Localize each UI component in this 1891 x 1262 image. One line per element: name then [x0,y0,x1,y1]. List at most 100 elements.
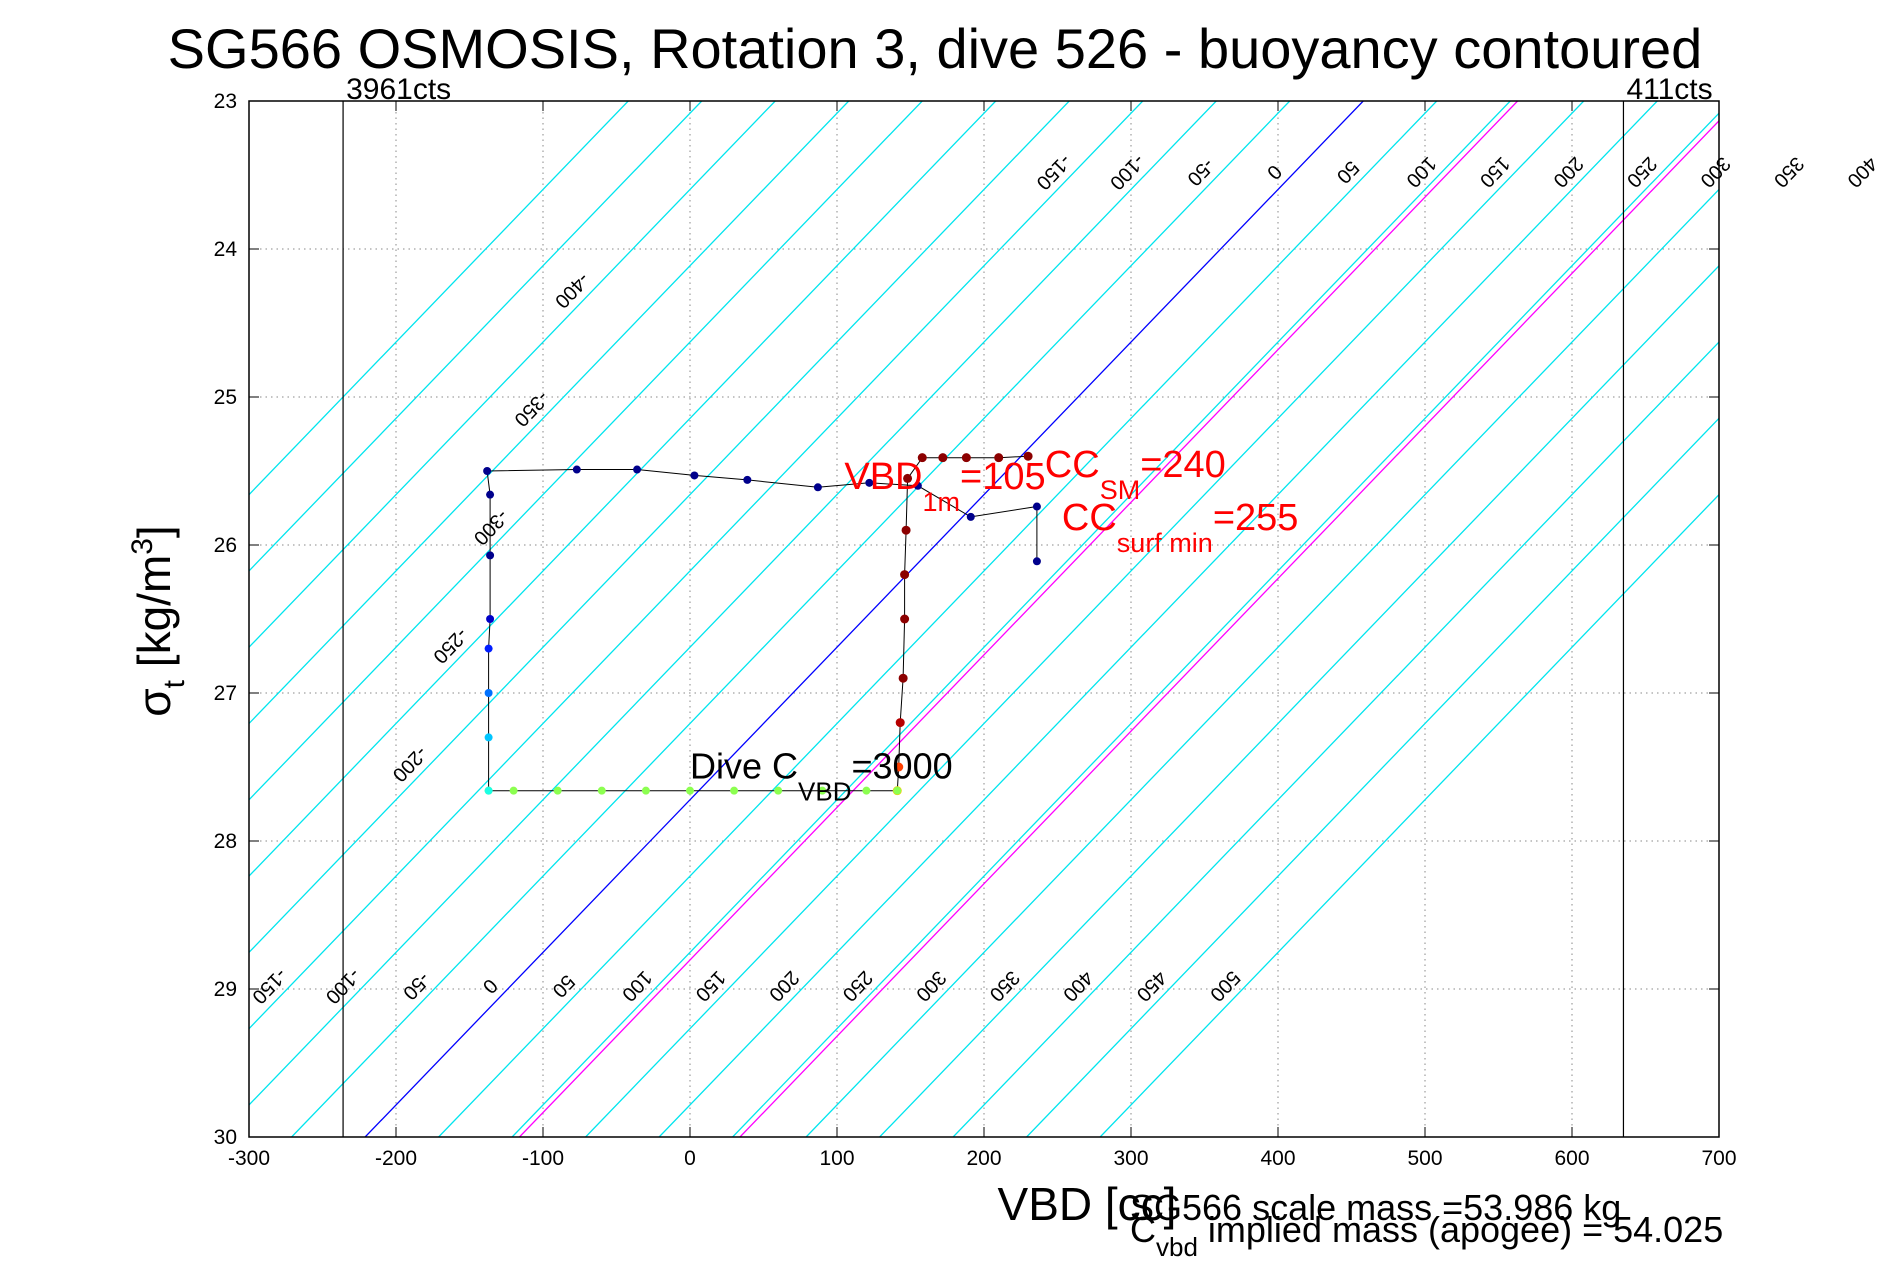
x-axis-ticks: -300 -200 -100 0 100 200 300 400 500 600 700 [228,101,1737,1170]
x-tick-label: 300 [1113,1147,1148,1170]
dive-point-ascent [966,512,975,521]
x-tick-label: 200 [966,1147,1001,1170]
y-tick-label: 25 [214,386,237,409]
contour-label: -300 [469,505,513,549]
contour-line [1026,417,1719,1137]
dive-point-bottom [597,786,606,795]
dive-point-descent [898,673,908,683]
cc-sm-annotation: CCSM=240 [1045,444,1226,505]
dive-point-descent [894,762,904,772]
x-tick-label: 100 [819,1147,854,1170]
dive-point-ascent [813,483,822,492]
x-tick-label: -300 [228,1147,270,1170]
contour-label: -150 [1032,150,1076,194]
dive-point-ascent [865,478,874,487]
dive-point-bottom [893,786,902,795]
dive-point-descent [917,453,927,463]
contour-label: 300 [1696,152,1735,191]
dive-point-bottom [553,786,562,795]
x-tick-label: 400 [1260,1147,1295,1170]
dive-point-bottom [818,786,827,795]
dive-point-ascent [483,467,492,475]
contour-label: 0 [1262,160,1286,183]
contour-line [1099,493,1719,1137]
contour-label: 150 [691,966,730,1005]
dive-point-ascent [1032,557,1041,566]
contour-line [518,101,1519,1137]
dive-point-ascent [486,490,495,499]
contour-label: 350 [1769,152,1808,191]
y-axis-label-sup: 3 [126,538,159,555]
contour-line [249,101,629,496]
dive-point-descent [900,570,910,580]
y-axis-label-sub: t [158,679,191,688]
dive-point-bottom [509,786,518,795]
dive-point-ascent [484,689,493,697]
y-tick-label: 23 [214,90,237,113]
contour-line [249,101,1217,1106]
contour-label: -50 [1183,154,1219,190]
contour-line [732,112,1719,1137]
dive-point-bottom [774,786,783,795]
chart-title: SG566 OSMOSIS, Rotation 3, dive 526 - bu… [168,17,1703,80]
contour-line [364,101,1364,1137]
y-axis-label-end: ] [128,525,180,538]
dive-point-descent [901,525,911,535]
y-tick-label: 24 [214,238,238,261]
x-axis-label: VBD [cc] [998,1178,1177,1230]
contour-line [438,101,1438,1137]
dive-point-ascent [743,475,752,484]
contour-label: -350 [510,387,554,431]
dive-point-descent [900,614,910,624]
contour-label: 100 [617,966,656,1005]
x-tick-label: 500 [1407,1147,1442,1170]
contour-line [658,101,1658,1137]
dive-point-ascent [633,465,642,474]
dive-point-ascent [486,615,495,623]
contour-labels: -150-100-5005010015020025030035040045050… [247,150,1881,1008]
contour-label: 500 [1205,966,1244,1005]
dive-point-ascent [690,471,699,480]
dive-point-descent [903,473,913,483]
contour-label: 100 [1402,152,1441,191]
contour-line [249,101,923,801]
y-axis-label: σt [kg/m3] [126,525,191,716]
contour-label: -50 [398,968,434,1004]
contour-line [585,101,1585,1137]
dive-point-bottom [686,786,694,795]
contour-line [249,101,776,649]
vbd-1m-annotation: VBD1m=105 [844,456,1045,517]
dive-point-descent [938,453,948,463]
contour-label: 150 [1475,152,1514,191]
dive-point-bottom [862,786,871,795]
contour-label: 250 [838,966,877,1005]
x-tick-label: 0 [684,1147,696,1170]
dive-point-ascent [1032,502,1041,511]
y-tick-label: 29 [214,978,237,1001]
y-tick-label: 26 [214,534,237,557]
contour-line [291,101,1291,1137]
dive-point-descent [1023,451,1033,461]
contour-line [739,119,1719,1137]
contour-line [879,264,1719,1137]
implied-mass-text: Cvbd implied mass (apogee) = 54.025 [1130,1209,1723,1262]
contour-line [249,101,850,725]
contour-label: -100 [1105,150,1149,194]
contour-label: -250 [428,623,472,667]
dive-point-ascent [913,481,922,490]
grid-lines [248,100,1720,1138]
contour-label: 350 [985,966,1024,1005]
dive-point-bottom [641,786,650,795]
y-tick-label: 27 [214,682,237,705]
dive-point-ascent [484,786,493,795]
annotations: VBD1m=105 CCSM=240 CCsurf min=255 Dive C… [690,444,1298,807]
y-axis-label-unit: [kg/m [128,555,180,680]
contour-line [249,101,1144,1030]
dive-point-ascent [572,465,581,474]
contour-line [249,101,1070,954]
contour-label: 0 [478,974,502,997]
y-tick-label: 28 [214,830,237,853]
vertical-markers: 3961cts 411cts [342,73,1713,1137]
contour-label: 200 [1549,152,1588,191]
